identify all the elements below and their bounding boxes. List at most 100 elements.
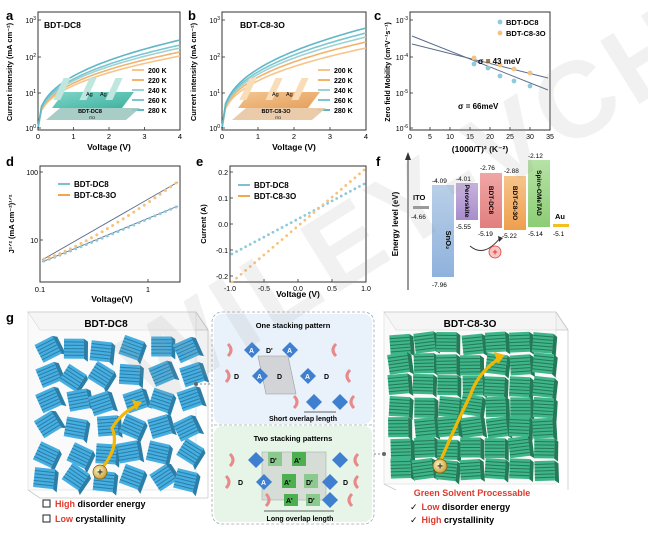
legend-label: 200 K	[148, 68, 167, 75]
block-layer-line	[67, 456, 87, 467]
x-ticks: 0 1 2 3 4	[220, 127, 368, 141]
block-layer-line	[147, 449, 168, 456]
data-point-c83o	[95, 233, 99, 237]
spiro-top-value: -2.12	[528, 153, 543, 160]
block-layer-line	[148, 446, 169, 452]
legend: BDT-DC8 BDT-C8-3O	[497, 18, 546, 38]
tick-exponent: 0	[33, 124, 36, 130]
sno2-label: SnO₂	[444, 231, 453, 250]
block-layer-line	[390, 350, 411, 353]
block-layer-line	[179, 395, 199, 403]
iv-curve	[221, 41, 367, 129]
block-layer-line	[177, 451, 196, 463]
tick-exponent: 1	[33, 89, 36, 95]
x-ticks: 0 5 10 15 20 25 30 35	[408, 127, 554, 141]
data-point-c83o	[126, 213, 130, 217]
panel-letter: d	[6, 154, 14, 169]
block-layer-line	[40, 347, 59, 358]
layer-label: BDT-C8-3O	[261, 109, 291, 115]
block-layer-line	[119, 366, 140, 369]
block-layer-line	[37, 341, 56, 352]
c83o-block	[509, 376, 534, 401]
block-side	[409, 333, 415, 357]
data-point-dc8	[485, 65, 491, 71]
data-point-c83o	[294, 226, 298, 230]
substrate-label: ITO	[89, 115, 96, 120]
data-point-dc8	[362, 182, 366, 186]
block-layer-line	[91, 343, 112, 347]
block-layer-line	[532, 348, 553, 351]
sample-label: BDT-C8-3O	[240, 20, 285, 30]
block-layer-line	[509, 392, 530, 395]
block-layer-line	[461, 400, 482, 404]
x-ticks: -1.0 -0.5 0.0 0.5 1.0	[224, 279, 371, 293]
block-layer-line	[156, 474, 174, 487]
block-layer-line	[413, 355, 434, 358]
block-layer-line	[97, 418, 118, 421]
connector-dot	[382, 452, 386, 456]
y-axis-label: Current intensity (mA cm⁻²)	[5, 22, 14, 121]
block-side	[171, 336, 176, 360]
tick-exponent: -4	[404, 53, 409, 59]
block-layer-line	[184, 440, 203, 452]
block-side	[552, 398, 558, 422]
data-point-dc8	[312, 209, 316, 212]
data-point-c83o	[47, 256, 51, 260]
block-side	[193, 448, 206, 471]
data-point-c83o	[142, 203, 146, 207]
block-layer-line	[437, 421, 458, 425]
hole-path-right	[438, 356, 502, 464]
block-layer-line	[532, 413, 553, 416]
block-layer-line	[183, 374, 203, 382]
tick-exponent: -5	[404, 89, 409, 95]
block-layer-line	[509, 471, 530, 473]
block-layer-line	[88, 374, 107, 387]
dc8-block	[118, 363, 144, 389]
block-layer-line	[389, 398, 410, 401]
block-layer-line	[508, 438, 529, 443]
legend-label: 260 K	[148, 98, 167, 105]
right-title: BDT-C8-3O	[444, 319, 497, 330]
accent-word: High	[55, 499, 75, 509]
ito-level	[413, 206, 429, 209]
block-layer-line	[485, 402, 506, 405]
block-layer-line	[124, 394, 144, 402]
block-layer-line	[461, 336, 482, 340]
dc8-top-value: -2.76	[480, 165, 495, 172]
block-layer-line	[484, 379, 505, 381]
block-layer-line	[509, 385, 530, 388]
hole-icon	[432, 458, 448, 474]
note-text: disorder energy	[75, 499, 146, 509]
c83o-block	[388, 417, 413, 440]
data-point-dc8	[163, 210, 167, 214]
tick-mantissa: 10	[25, 126, 33, 133]
data-point-c83o	[42, 257, 46, 261]
panel-c: c 10-610-510-410-3 0 5 10 15 20 25 30 35 (1000/…	[374, 8, 554, 154]
block-layer-line	[438, 408, 459, 412]
block-layer-line	[460, 418, 481, 423]
block-layer-line	[63, 371, 82, 384]
block-layer-line	[61, 374, 80, 387]
data-point-dc8	[257, 238, 261, 241]
block-layer-line	[125, 416, 145, 426]
block-side	[190, 415, 205, 435]
block-layer-line	[533, 382, 554, 386]
block-layer-line	[67, 394, 88, 400]
block-layer-line	[389, 405, 410, 408]
data-point-c83o	[527, 70, 533, 76]
block-layer-line	[121, 475, 141, 484]
iv-curve	[221, 36, 367, 129]
block-layer-line	[509, 467, 530, 470]
block-layer-line	[90, 399, 111, 408]
data-point-c83o	[111, 223, 115, 227]
block-side	[457, 375, 462, 399]
spiro-bottom-value: -5.14	[528, 231, 543, 238]
block-layer-line	[151, 429, 172, 437]
c83o-block	[532, 397, 558, 422]
block-side	[137, 421, 148, 445]
data-point-dc8	[174, 205, 178, 209]
block-layer-line	[389, 343, 410, 346]
donor-label: D'	[270, 458, 277, 465]
electrode-label: Ag	[272, 92, 279, 98]
block-layer-line	[65, 473, 83, 486]
